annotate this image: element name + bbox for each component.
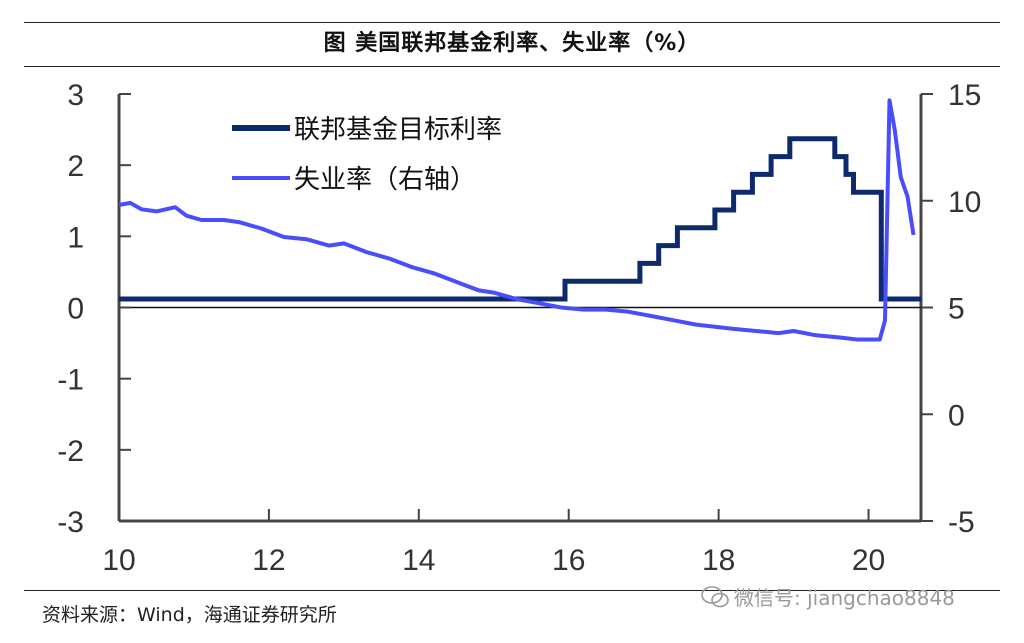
legend-label-unemployment: 失业率（右轴） <box>294 165 476 195</box>
x-tick-label: 20 <box>852 544 885 577</box>
bottom-rule <box>24 590 1000 591</box>
left-tick-label: 2 <box>67 150 84 183</box>
x-tick-label: 12 <box>252 544 285 577</box>
top-rule <box>24 22 1000 23</box>
legend: 联邦基金目标利率 失业率（右轴） <box>232 115 502 195</box>
right-tick-label: -5 <box>948 506 975 539</box>
left-tick-label: -3 <box>57 506 84 539</box>
watermark-text: 微信号: jiangchao8848 <box>734 586 955 610</box>
chart-title: 图 美国联邦基金利率、失业率（%） <box>323 31 701 56</box>
right-tick-label: 10 <box>948 186 981 219</box>
left-tick-label: 1 <box>67 221 84 254</box>
x-tick-label: 14 <box>402 544 435 577</box>
title-rule <box>24 66 1000 67</box>
fed-funds-rate-line <box>119 136 921 302</box>
wechat-icon <box>701 585 729 607</box>
watermark: 微信号: jiangchao8848 <box>700 582 955 611</box>
right-tick-label: 0 <box>948 399 965 432</box>
x-tick-label: 16 <box>552 544 585 577</box>
right-tick-label: 15 <box>948 79 981 112</box>
right-tick-label: 5 <box>948 293 965 326</box>
x-tick-label: 10 <box>102 544 135 577</box>
source-note: 资料来源：Wind，海通证券研究所 <box>42 604 337 626</box>
legend-label-fed-funds: 联邦基金目标利率 <box>294 115 502 145</box>
left-tick-label: 3 <box>67 79 84 112</box>
left-tick-label: -2 <box>57 435 84 468</box>
left-tick-label: 0 <box>67 293 84 326</box>
series-group <box>118 98 921 342</box>
unemployment-rate-line <box>118 98 916 342</box>
left-tick-label: -1 <box>57 364 84 397</box>
x-tick-label: 18 <box>702 544 735 577</box>
